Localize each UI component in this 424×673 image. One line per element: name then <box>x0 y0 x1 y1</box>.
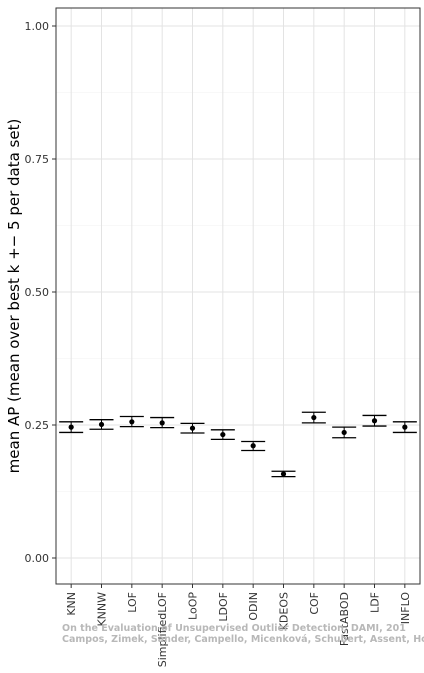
x-tick-label: FastABOD <box>338 592 351 646</box>
x-tick-label: LOF <box>126 592 139 613</box>
data-point <box>68 424 74 430</box>
x-tick-label: INFLO <box>399 592 412 625</box>
x-tick-label: ODIN <box>247 592 260 621</box>
y-tick-label: 0.00 <box>25 552 50 565</box>
watermark-line-2: Campos, Zimek, Sander, Campello, Micenko… <box>62 634 424 645</box>
data-point <box>371 418 378 424</box>
data-point <box>129 419 135 425</box>
data-point <box>402 424 408 430</box>
error-bars <box>59 411 417 478</box>
data-point <box>159 420 165 426</box>
y-tick-label: 0.75 <box>25 153 50 166</box>
y-tick-label: 1.00 <box>25 20 50 33</box>
x-axis-ticks: KNN KNNW LOF SimplifiedLOF LoOP LDOF ODIN KDEOS… <box>65 584 412 667</box>
data-points <box>68 414 408 477</box>
data-point <box>189 425 196 431</box>
x-tick-label: LDF <box>369 592 382 613</box>
x-tick-label: LDOF <box>217 592 230 622</box>
data-point <box>341 429 347 436</box>
y-axis-ticks: 0.00 0.25 0.50 0.75 1.00 <box>25 20 56 565</box>
x-tick-label: COF <box>308 592 321 615</box>
y-tick-label: 0.50 <box>25 286 50 299</box>
grid-lines <box>56 8 420 584</box>
x-tick-label: SimplifiedLOF <box>156 592 169 667</box>
y-tick-label: 0.25 <box>25 419 50 432</box>
data-point <box>280 471 287 477</box>
data-point <box>250 443 256 449</box>
x-tick-label: KDEOS <box>278 592 291 630</box>
x-tick-label: LoOP <box>187 592 200 620</box>
x-tick-label: KNNW <box>96 592 109 627</box>
watermark-line-1: On the Evaluation of Unsupervised Outlie… <box>62 623 406 634</box>
x-tick-label: KNN <box>65 592 78 616</box>
y-axis-title: mean AP (mean over best k +− 5 per data … <box>5 119 23 474</box>
data-point <box>220 431 226 438</box>
plot-frame <box>55 7 421 585</box>
data-point <box>98 421 105 428</box>
data-point <box>311 414 317 421</box>
